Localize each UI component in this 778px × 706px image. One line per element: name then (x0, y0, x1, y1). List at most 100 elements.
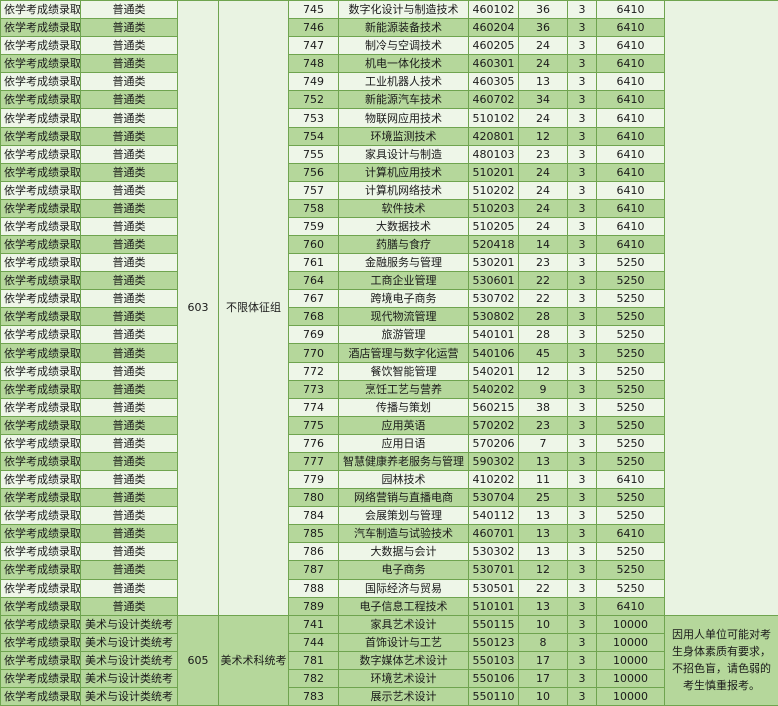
plan-count-cell: 13 (519, 452, 568, 470)
major-name-cell: 机电一体化技术 (339, 55, 469, 73)
years-cell: 3 (568, 597, 597, 615)
major-name-cell: 电子商务 (339, 561, 469, 579)
admission-method-cell: 依学考成绩录取 (1, 127, 81, 145)
tuition-cell: 10000 (597, 633, 665, 651)
tuition-cell: 6410 (597, 127, 665, 145)
major-number-cell: 530302 (469, 543, 519, 561)
restriction-cell: 不限体征组 (219, 1, 289, 616)
admission-method-cell: 依学考成绩录取 (1, 236, 81, 254)
major-number-cell: 460701 (469, 525, 519, 543)
years-cell: 3 (568, 579, 597, 597)
plan-count-cell: 24 (519, 163, 568, 181)
major-name-cell: 药膳与食疗 (339, 236, 469, 254)
years-cell: 3 (568, 19, 597, 37)
tuition-cell: 6410 (597, 19, 665, 37)
category-cell: 普通类 (81, 452, 178, 470)
major-number-cell: 460204 (469, 19, 519, 37)
plan-count-cell: 13 (519, 507, 568, 525)
admission-method-cell: 依学考成绩录取 (1, 290, 81, 308)
years-cell: 3 (568, 326, 597, 344)
category-cell: 普通类 (81, 236, 178, 254)
group-code-cell: 605 (178, 615, 219, 705)
plan-count-cell: 11 (519, 471, 568, 489)
plan-count-cell: 25 (519, 489, 568, 507)
admission-method-cell: 依学考成绩录取 (1, 507, 81, 525)
major-number-cell: 540112 (469, 507, 519, 525)
admission-method-cell: 依学考成绩录取 (1, 91, 81, 109)
major-code-cell: 745 (289, 1, 339, 19)
years-cell: 3 (568, 145, 597, 163)
tuition-cell: 6410 (597, 181, 665, 199)
group-code-cell: 603 (178, 1, 219, 616)
major-name-cell: 旅游管理 (339, 326, 469, 344)
plan-count-cell: 22 (519, 579, 568, 597)
plan-count-cell: 13 (519, 73, 568, 91)
major-number-cell: 550110 (469, 687, 519, 705)
years-cell: 3 (568, 217, 597, 235)
plan-count-cell: 17 (519, 669, 568, 687)
years-cell: 3 (568, 127, 597, 145)
major-code-cell: 747 (289, 37, 339, 55)
major-code-cell: 754 (289, 127, 339, 145)
major-name-cell: 网络营销与直播电商 (339, 489, 469, 507)
admission-method-cell: 依学考成绩录取 (1, 163, 81, 181)
tuition-cell: 5250 (597, 579, 665, 597)
major-code-cell: 753 (289, 109, 339, 127)
plan-count-cell: 10 (519, 615, 568, 633)
major-name-cell: 酒店管理与数字化运营 (339, 344, 469, 362)
major-number-cell: 540201 (469, 362, 519, 380)
major-name-cell: 新能源汽车技术 (339, 91, 469, 109)
tuition-cell: 6410 (597, 525, 665, 543)
tuition-cell: 5250 (597, 326, 665, 344)
major-code-cell: 757 (289, 181, 339, 199)
major-code-cell: 785 (289, 525, 339, 543)
plan-count-cell: 22 (519, 290, 568, 308)
category-cell: 普通类 (81, 290, 178, 308)
category-cell: 普通类 (81, 308, 178, 326)
admission-method-cell: 依学考成绩录取 (1, 1, 81, 19)
major-name-cell: 应用英语 (339, 416, 469, 434)
major-code-cell: 776 (289, 434, 339, 452)
major-name-cell: 首饰设计与工艺 (339, 633, 469, 651)
category-cell: 普通类 (81, 489, 178, 507)
major-number-cell: 480103 (469, 145, 519, 163)
admission-method-cell: 依学考成绩录取 (1, 272, 81, 290)
category-cell: 普通类 (81, 561, 178, 579)
major-number-cell: 550103 (469, 651, 519, 669)
admission-method-cell: 依学考成绩录取 (1, 561, 81, 579)
major-number-cell: 530701 (469, 561, 519, 579)
years-cell: 3 (568, 236, 597, 254)
tuition-cell: 6410 (597, 1, 665, 19)
plan-count-cell: 14 (519, 236, 568, 254)
major-number-cell: 530702 (469, 290, 519, 308)
admission-method-cell: 依学考成绩录取 (1, 687, 81, 705)
major-number-cell: 570202 (469, 416, 519, 434)
major-name-cell: 展示艺术设计 (339, 687, 469, 705)
tuition-cell: 5250 (597, 489, 665, 507)
tuition-cell: 5250 (597, 507, 665, 525)
tuition-cell: 6410 (597, 73, 665, 91)
category-cell: 普通类 (81, 362, 178, 380)
major-code-cell: 781 (289, 651, 339, 669)
major-number-cell: 460102 (469, 1, 519, 19)
major-number-cell: 550115 (469, 615, 519, 633)
tuition-cell: 5250 (597, 344, 665, 362)
tuition-cell: 6410 (597, 145, 665, 163)
major-name-cell: 电子信息工程技术 (339, 597, 469, 615)
major-code-cell: 758 (289, 199, 339, 217)
years-cell: 3 (568, 380, 597, 398)
major-number-cell: 520418 (469, 236, 519, 254)
plan-count-cell: 36 (519, 1, 568, 19)
years-cell: 3 (568, 272, 597, 290)
major-code-cell: 777 (289, 452, 339, 470)
plan-count-cell: 9 (519, 380, 568, 398)
admission-method-cell: 依学考成绩录取 (1, 398, 81, 416)
category-cell: 普通类 (81, 434, 178, 452)
